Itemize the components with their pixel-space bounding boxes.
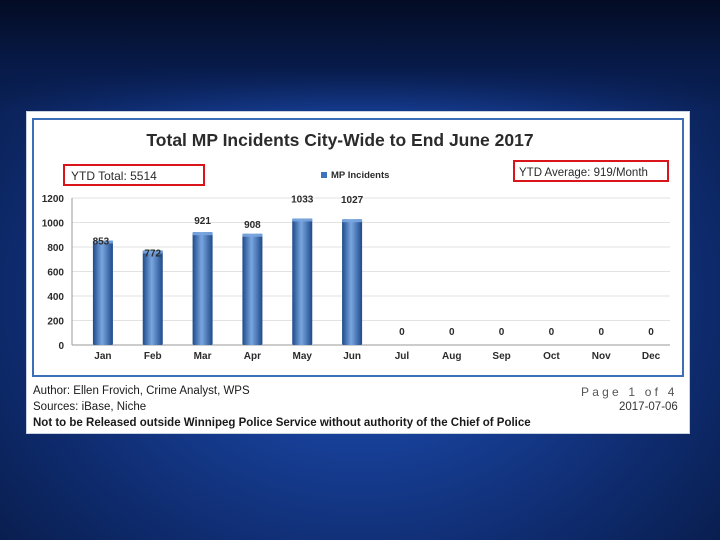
y-tick-label: 400 bbox=[47, 292, 64, 303]
y-tick-label: 1000 bbox=[42, 219, 65, 230]
data-label-sep: 0 bbox=[499, 327, 505, 338]
bar-cap-jun bbox=[342, 219, 363, 223]
ytd-total-box bbox=[63, 164, 205, 186]
bar-jun bbox=[342, 219, 363, 345]
bar-mar bbox=[192, 232, 213, 345]
incidents-bar-chart: Total MP Incidents City-Wide to End June… bbox=[42, 130, 670, 362]
bar-cap-jan bbox=[92, 240, 113, 244]
data-label-feb: 772 bbox=[144, 248, 161, 259]
x-tick-jun: Jun bbox=[343, 351, 361, 362]
data-label-may: 1033 bbox=[291, 194, 314, 205]
ytd-average-label: YTD Average: 919/Month bbox=[519, 167, 648, 179]
data-label-nov: 0 bbox=[598, 327, 604, 338]
x-tick-jan: Jan bbox=[94, 351, 111, 362]
y-tick-label: 600 bbox=[47, 268, 64, 279]
bar-apr bbox=[242, 233, 263, 345]
data-label-mar: 921 bbox=[194, 216, 211, 227]
x-tick-dec: Dec bbox=[642, 351, 661, 362]
ytd-average-box bbox=[513, 160, 669, 182]
x-tick-aug: Aug bbox=[442, 351, 461, 362]
data-label-dec: 0 bbox=[648, 327, 654, 338]
data-label-apr: 908 bbox=[244, 220, 261, 231]
report-date: 2017-07-06 bbox=[619, 401, 678, 413]
data-label-jul: 0 bbox=[399, 327, 405, 338]
x-tick-feb: Feb bbox=[144, 351, 162, 362]
page-number: Page 1 of 4 bbox=[581, 385, 678, 399]
x-tick-sep: Sep bbox=[492, 351, 510, 362]
bar-cap-may bbox=[292, 218, 313, 222]
bar-cap-mar bbox=[192, 232, 213, 236]
x-tick-may: May bbox=[293, 351, 313, 362]
bar-feb bbox=[142, 250, 163, 345]
data-label-jun: 1027 bbox=[341, 195, 364, 206]
x-tick-jul: Jul bbox=[395, 351, 410, 362]
x-tick-oct: Oct bbox=[543, 351, 560, 362]
x-tick-apr: Apr bbox=[244, 351, 261, 362]
y-tick-label: 200 bbox=[47, 317, 64, 328]
chart-title: Total MP Incidents City-Wide to End June… bbox=[146, 130, 533, 150]
ytd-total-label: YTD Total: 5514 bbox=[71, 169, 157, 183]
report-panel: Total MP Incidents City-Wide to End June… bbox=[26, 111, 690, 434]
data-label-aug: 0 bbox=[449, 327, 455, 338]
bar-cap-apr bbox=[242, 233, 263, 237]
bar-cap-feb bbox=[142, 250, 163, 254]
legend-label: MP Incidents bbox=[331, 170, 389, 181]
data-label-jan: 853 bbox=[93, 237, 110, 248]
y-tick-label: 800 bbox=[47, 243, 64, 254]
footer-notice: Not to be Released outside Winnipeg Poli… bbox=[33, 417, 531, 429]
legend-swatch bbox=[321, 172, 327, 178]
footer-sources: Sources: iBase, Niche bbox=[33, 401, 147, 413]
y-tick-label: 0 bbox=[58, 341, 64, 352]
x-tick-mar: Mar bbox=[194, 351, 212, 362]
bar-jan bbox=[92, 240, 113, 345]
data-label-oct: 0 bbox=[549, 327, 555, 338]
x-tick-nov: Nov bbox=[592, 351, 611, 362]
y-tick-label: 1200 bbox=[42, 194, 65, 205]
chart-frame: Total MP Incidents City-Wide to End June… bbox=[32, 118, 684, 377]
footer-author: Author: Ellen Frovich, Crime Analyst, WP… bbox=[33, 385, 250, 397]
bar-may bbox=[292, 218, 313, 345]
slide-background-top bbox=[0, 0, 720, 110]
